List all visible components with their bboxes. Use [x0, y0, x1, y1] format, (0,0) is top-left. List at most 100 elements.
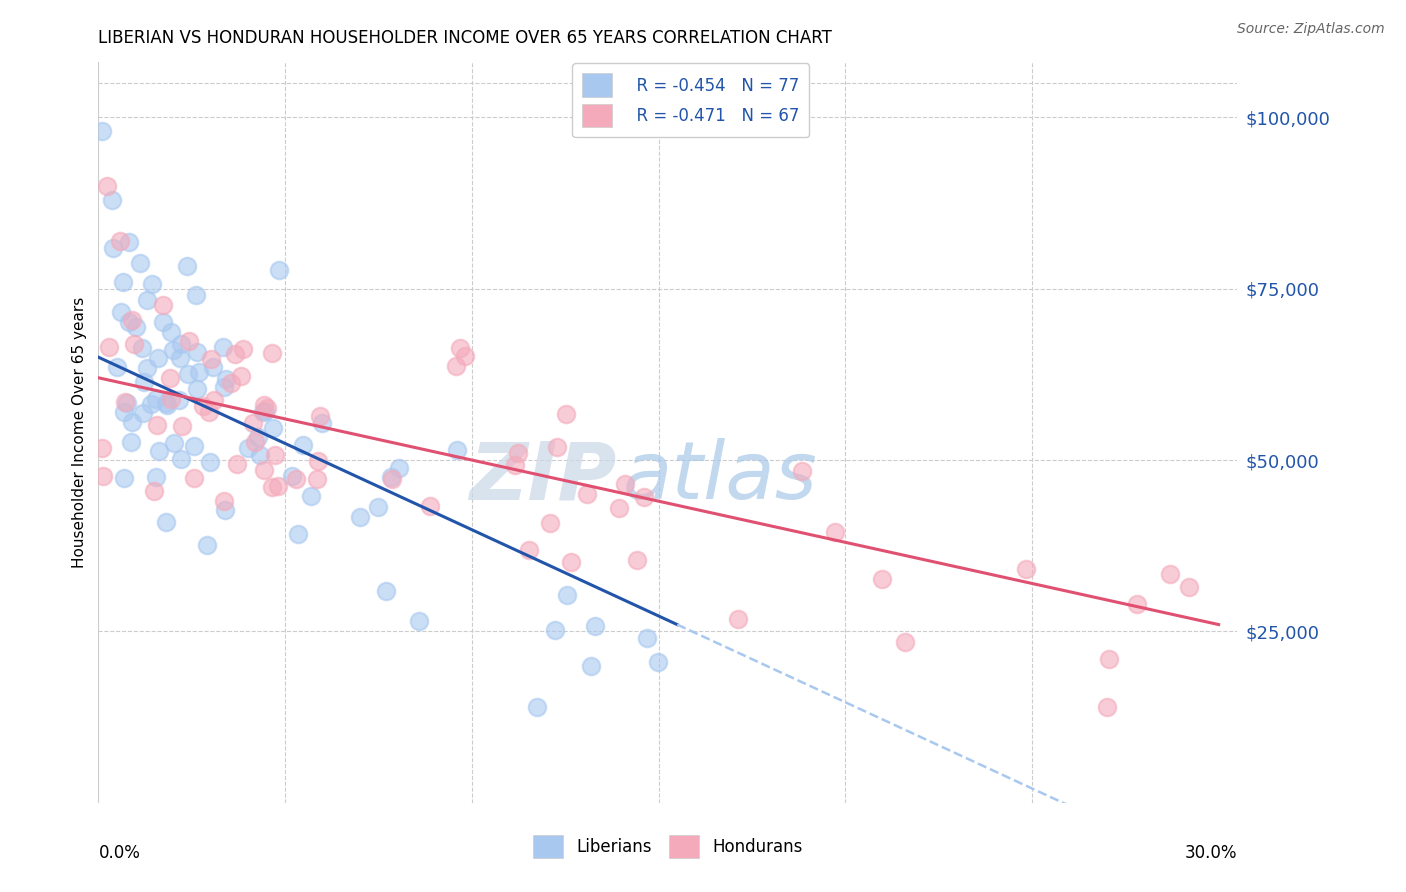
- Point: [253, 404, 276, 418]
- Point: [156, 398, 179, 412]
- Point: [1125, 598, 1147, 612]
- Point: [193, 400, 215, 414]
- Point: [91, 441, 114, 455]
- Point: [200, 351, 222, 366]
- Point: [894, 635, 917, 649]
- Point: [186, 345, 208, 359]
- Point: [309, 409, 332, 424]
- Point: [170, 452, 193, 467]
- Point: [91, 124, 114, 138]
- Point: [269, 263, 291, 277]
- Point: [581, 659, 603, 673]
- Point: [280, 468, 302, 483]
- Point: [112, 275, 135, 289]
- Point: [381, 472, 404, 486]
- Point: [115, 395, 138, 409]
- Point: [583, 619, 606, 633]
- Point: [118, 315, 141, 329]
- Point: [872, 572, 894, 586]
- Text: 30.0%: 30.0%: [1185, 844, 1237, 862]
- Point: [108, 234, 131, 248]
- Point: [262, 345, 284, 359]
- Point: [148, 351, 170, 365]
- Point: [163, 436, 186, 450]
- Point: [285, 472, 308, 486]
- Point: [121, 313, 143, 327]
- Point: [538, 516, 561, 530]
- Point: [184, 287, 207, 301]
- Point: [311, 416, 333, 430]
- Point: [101, 193, 124, 207]
- Point: [554, 407, 576, 421]
- Point: [607, 501, 630, 516]
- Point: [636, 631, 658, 645]
- Point: [152, 314, 174, 328]
- Point: [526, 700, 548, 714]
- Point: [101, 242, 124, 256]
- Point: [503, 458, 526, 472]
- Point: [160, 325, 183, 339]
- Point: [169, 351, 191, 365]
- Point: [252, 398, 274, 412]
- Point: [349, 510, 371, 524]
- Point: [177, 367, 200, 381]
- Point: [202, 393, 225, 408]
- Point: [236, 441, 259, 455]
- Point: [454, 349, 477, 363]
- Point: [91, 469, 114, 483]
- Point: [444, 359, 467, 373]
- Point: [546, 440, 568, 454]
- Point: [249, 448, 271, 462]
- Point: [247, 430, 270, 444]
- Point: [110, 305, 132, 319]
- Text: 0.0%: 0.0%: [98, 844, 141, 862]
- Point: [229, 369, 252, 384]
- Point: [242, 416, 264, 430]
- Point: [299, 489, 322, 503]
- Point: [212, 493, 235, 508]
- Point: [224, 347, 246, 361]
- Point: [287, 527, 309, 541]
- Point: [519, 543, 541, 558]
- Point: [132, 376, 155, 390]
- Point: [215, 372, 238, 386]
- Point: [214, 380, 236, 394]
- Point: [727, 612, 749, 626]
- Point: [170, 418, 193, 433]
- Point: [408, 614, 430, 628]
- Point: [195, 538, 218, 552]
- Point: [131, 341, 153, 355]
- Point: [201, 360, 224, 375]
- Point: [560, 555, 582, 569]
- Point: [449, 341, 471, 355]
- Point: [262, 480, 284, 494]
- Point: [117, 235, 139, 249]
- Point: [633, 490, 655, 504]
- Point: [167, 393, 190, 408]
- Point: [120, 434, 142, 449]
- Point: [160, 392, 183, 406]
- Point: [176, 260, 198, 274]
- Point: [141, 277, 163, 292]
- Point: [232, 343, 254, 357]
- Point: [183, 471, 205, 485]
- Point: [305, 472, 328, 486]
- Point: [380, 470, 402, 484]
- Point: [145, 392, 167, 406]
- Point: [132, 406, 155, 420]
- Point: [155, 396, 177, 410]
- Point: [307, 454, 329, 468]
- Text: ZIP: ZIP: [470, 438, 617, 516]
- Point: [575, 486, 598, 500]
- Point: [253, 463, 276, 477]
- Point: [183, 439, 205, 453]
- Point: [1014, 562, 1036, 576]
- Point: [148, 443, 170, 458]
- Point: [152, 298, 174, 312]
- Point: [262, 421, 284, 435]
- Point: [388, 460, 411, 475]
- Point: [177, 334, 200, 348]
- Point: [1178, 580, 1201, 594]
- Point: [170, 337, 193, 351]
- Point: [112, 405, 135, 419]
